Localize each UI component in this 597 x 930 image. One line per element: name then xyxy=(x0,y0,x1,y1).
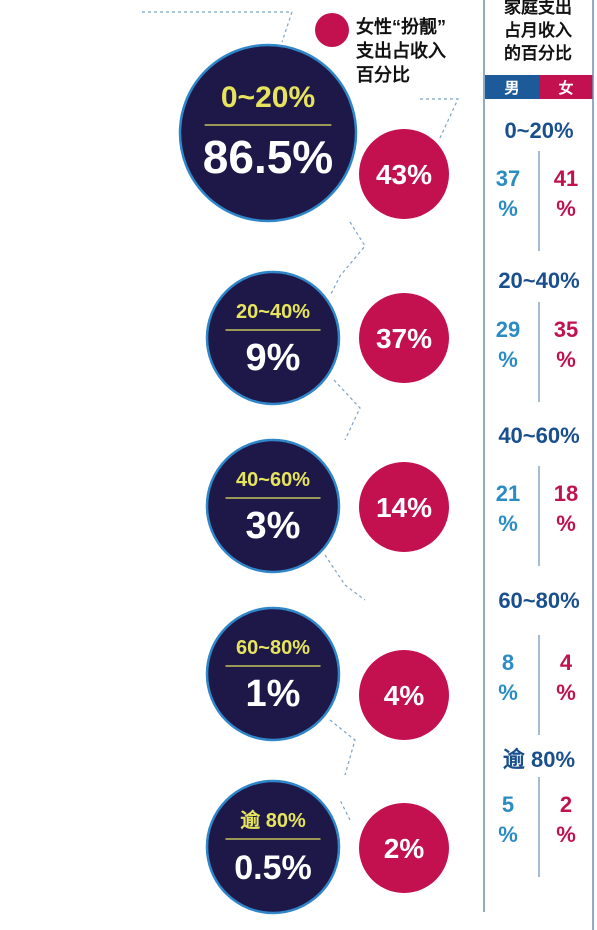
band-range-label: 20~40% xyxy=(236,301,310,323)
female-beauty-circle xyxy=(359,803,449,893)
table-range-header: 20~40% xyxy=(498,268,579,293)
table-header-line3: 的百分比 xyxy=(504,43,572,63)
female-beauty-value: 2% xyxy=(384,833,425,864)
male-percent-sign: % xyxy=(498,511,518,536)
male-value: 37 xyxy=(496,166,520,191)
table-row: 60~80% 8% 4% xyxy=(498,588,580,735)
table-header-line1: 家庭支出 xyxy=(504,0,572,17)
income-band-row: 60~80% 1% 4% xyxy=(205,606,449,742)
legend-swatch xyxy=(315,13,349,47)
female-value: 18 xyxy=(554,481,578,506)
female-beauty-circle xyxy=(359,650,449,740)
female-percent-sign: % xyxy=(556,680,576,705)
table-range-header: 60~80% xyxy=(498,588,579,613)
male-percent-sign: % xyxy=(498,347,518,372)
band-range-label: 逾 80% xyxy=(240,808,306,832)
top-dashed-line-diag xyxy=(281,11,293,43)
legend-label-line3: 百分比 xyxy=(356,65,410,85)
female-beauty-value: 4% xyxy=(384,680,425,711)
band-range-label: 0~20% xyxy=(221,81,315,114)
table-range-header: 逾 80% xyxy=(503,747,575,772)
female-beauty-value: 14% xyxy=(376,492,432,523)
band-range-label: 40~60% xyxy=(236,469,310,491)
male-value: 29 xyxy=(496,317,520,342)
share-circle xyxy=(178,43,358,223)
table-header-line2: 占月收入 xyxy=(504,20,572,40)
female-value: 4 xyxy=(560,650,573,675)
female-header-label: 女 xyxy=(558,79,573,97)
household-share-value: 0.5% xyxy=(234,849,312,887)
table-row: 20~40% 29% 35% xyxy=(496,268,580,402)
income-band-row: 逾 80% 0.5% 2% xyxy=(205,779,449,915)
household-share-value: 3% xyxy=(246,505,301,547)
connector-dashed-line-1 xyxy=(329,221,366,297)
male-value: 21 xyxy=(496,481,520,506)
female-percent-sign: % xyxy=(556,196,576,221)
female-percent-sign: % xyxy=(556,822,576,847)
table-row: 40~60% 21% 18% xyxy=(496,423,580,566)
male-percent-sign: % xyxy=(498,822,518,847)
male-value: 5 xyxy=(502,792,514,817)
female-percent-sign: % xyxy=(556,511,576,536)
male-percent-sign: % xyxy=(498,680,518,705)
female-header-bg xyxy=(539,75,593,99)
share-circle xyxy=(205,606,341,742)
female-value: 2 xyxy=(560,792,572,817)
male-header-bg xyxy=(485,75,539,99)
male-value: 8 xyxy=(502,650,514,675)
female-percent-sign: % xyxy=(556,347,576,372)
connector-dashed-line-2 xyxy=(333,379,361,441)
household-share-value: 9% xyxy=(246,337,301,379)
share-circle xyxy=(205,270,341,406)
income-band-row: 40~60% 3% 14% xyxy=(205,438,449,574)
female-value: 35 xyxy=(554,317,578,342)
female-beauty-circle xyxy=(359,129,449,219)
male-percent-sign: % xyxy=(498,196,518,221)
household-share-value: 86.5% xyxy=(203,131,333,183)
legend-label-line2: 支出占收入 xyxy=(355,40,446,61)
legend-label-line1: 女性“扮靓” xyxy=(356,16,446,37)
share-circle xyxy=(205,438,341,574)
share-circle xyxy=(205,779,341,915)
legend-dashed-line xyxy=(420,98,459,139)
table-range-header: 0~20% xyxy=(504,118,573,143)
connector-dashed-line-4 xyxy=(329,719,356,776)
income-band-row: 20~40% 9% 37% xyxy=(205,270,449,406)
female-beauty-value: 37% xyxy=(376,323,432,354)
table-header: 家庭支出 占月收入 的百分比 男 女 xyxy=(485,0,593,99)
legend: 女性“扮靓” 支出占收入 百分比 xyxy=(315,13,459,139)
table-row: 0~20% 37% 41% xyxy=(496,118,578,251)
male-header-label: 男 xyxy=(504,80,519,97)
table-range-header: 40~60% xyxy=(498,423,579,448)
table-row: 逾 80% 5% 2% xyxy=(498,747,576,877)
household-share-value: 1% xyxy=(246,673,301,715)
connector-dashed-line-3 xyxy=(324,554,366,601)
connector-dashed-line-5 xyxy=(339,799,351,821)
female-value: 41 xyxy=(554,166,578,191)
female-beauty-value: 43% xyxy=(376,159,432,190)
income-band-row: 0~20% 86.5% 43% xyxy=(178,43,449,223)
female-beauty-circle xyxy=(359,293,449,383)
band-range-label: 60~80% xyxy=(236,637,310,659)
female-beauty-circle xyxy=(359,462,449,552)
